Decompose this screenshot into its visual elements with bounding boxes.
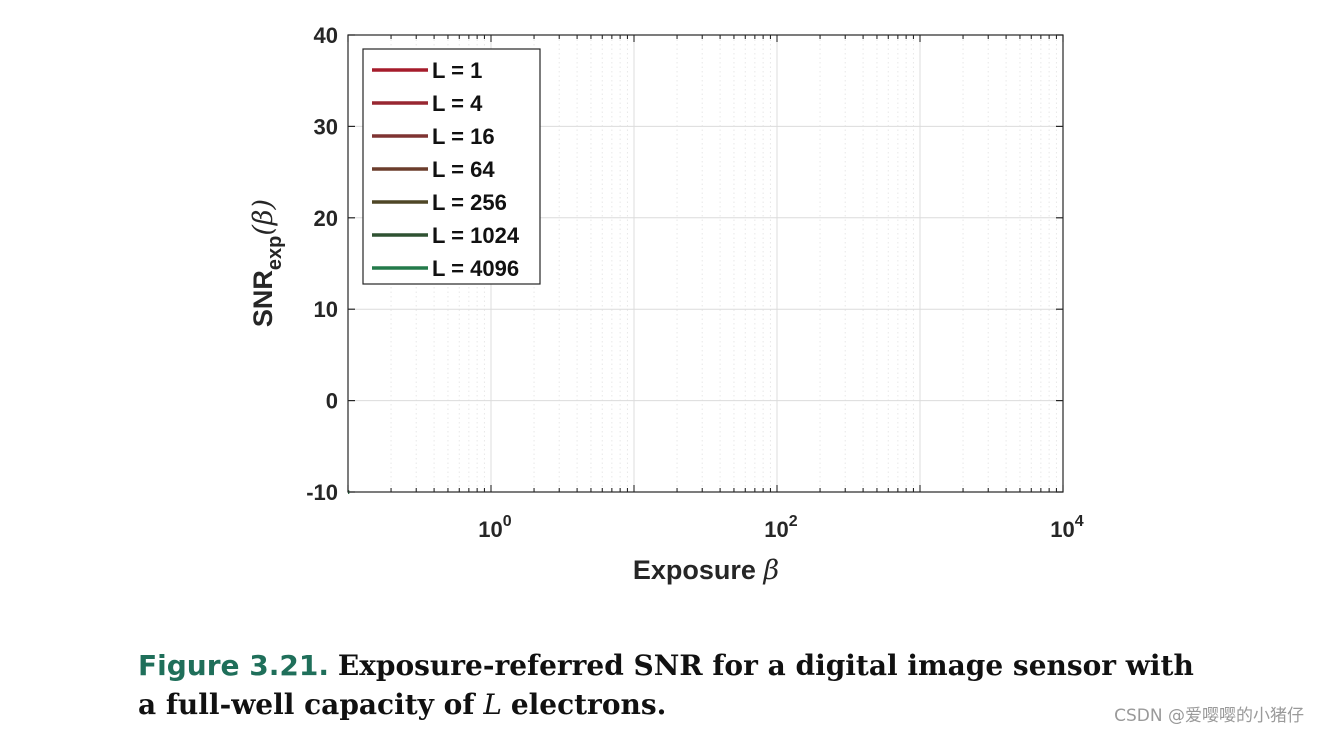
y-axis-label-sub: exp: [264, 236, 286, 270]
y-tick-label: 10: [314, 297, 338, 322]
legend-label: L = 256: [432, 190, 507, 215]
watermark: CSDN @爱嘤嘤的小猪仔: [1114, 706, 1304, 726]
y-axis-label-arg: (β): [248, 199, 279, 236]
legend-label: L = 1024: [432, 223, 520, 248]
x-tick-label: 102: [764, 513, 797, 542]
y-axis-label-main: SNR: [248, 270, 278, 327]
snr-chart: -10 0 10 20 30 40 100 102 104 Exposure β SNRexp…: [248, 23, 1084, 586]
legend-label: L = 4096: [432, 256, 519, 281]
x-axis-symbol: β: [762, 555, 779, 586]
y-tick-label: 40: [314, 23, 338, 48]
ticks: [347, 34, 1064, 493]
x-axis-label-text: Exposure: [633, 555, 756, 585]
y-tick-label: 0: [326, 389, 338, 414]
y-tick-label: 20: [314, 206, 338, 231]
y-tick-labels: -10 0 10 20 30 40: [306, 23, 338, 505]
caption-text-before: Exposure-referred SNR for a digital imag…: [138, 649, 1194, 721]
caption-label: Figure 3.21.: [138, 649, 329, 682]
y-tick-label: 30: [314, 114, 338, 139]
legend-box: [362, 48, 541, 285]
plot-frame: [347, 34, 1064, 493]
legend-label: L = 64: [432, 157, 495, 182]
legend: L = 1 L = 4 L = 16 L = 64 L = 256 L = 1024 L =…: [362, 48, 541, 285]
legend-label: L = 4: [432, 91, 483, 116]
caption-symbol: L: [483, 688, 502, 721]
x-axis-label: Exposure β: [633, 555, 779, 586]
y-axis-label: SNRexp(β): [248, 199, 286, 327]
x-tick-label: 100: [478, 513, 511, 542]
y-tick-label: -10: [306, 480, 338, 505]
caption-text-after: electrons.: [510, 688, 667, 721]
x-tick-labels: 100 102 104: [478, 513, 1083, 542]
legend-label: L = 16: [432, 124, 495, 149]
x-tick-label: 104: [1050, 513, 1083, 542]
legend-label: L = 1: [432, 58, 482, 83]
figure-caption: Figure 3.21. Exposure-referred SNR for a…: [138, 646, 1218, 724]
